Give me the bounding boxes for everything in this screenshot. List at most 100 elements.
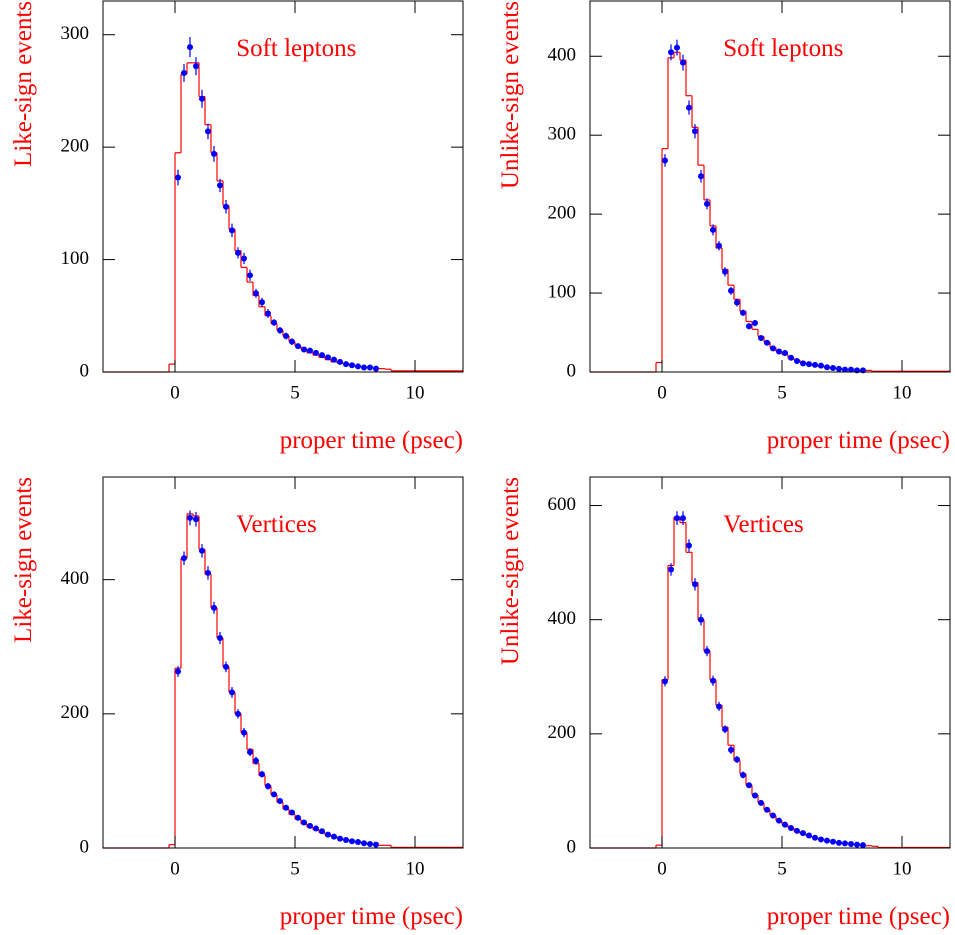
data-point <box>746 782 752 789</box>
y-tick-label: 200 <box>548 722 577 743</box>
data-point <box>217 182 223 189</box>
data-point <box>836 839 842 846</box>
data-point <box>830 365 836 372</box>
y-tick-label: 400 <box>548 608 577 629</box>
data-point <box>770 345 776 352</box>
data-point <box>331 356 337 363</box>
data-point <box>716 703 722 710</box>
x-tick-label: 5 <box>777 858 787 879</box>
data-point <box>794 357 800 364</box>
data-point <box>776 348 782 355</box>
data-point <box>307 347 313 354</box>
data-point <box>728 746 734 753</box>
data-point <box>235 249 241 256</box>
data-point <box>686 542 692 549</box>
data-point <box>361 840 367 847</box>
data-point <box>343 361 349 368</box>
data-point <box>722 268 728 275</box>
data-point <box>860 367 866 374</box>
data-point <box>199 95 205 102</box>
plot-frame <box>102 0 464 373</box>
x-tick-label: 5 <box>290 382 300 403</box>
data-point <box>818 836 824 843</box>
data-point <box>698 616 704 623</box>
data-point <box>842 366 848 373</box>
y-tick-label: 200 <box>61 136 90 157</box>
data-point <box>794 827 800 834</box>
panel: 0 5 10 0 200 400 Vertices proper time (psec) Lik… <box>10 476 464 930</box>
y-tick-label: 0 <box>567 360 577 381</box>
data-point <box>241 255 247 262</box>
data-point <box>265 310 271 317</box>
data-point <box>848 366 854 373</box>
data-point <box>223 663 229 670</box>
plot-frame <box>589 0 951 373</box>
data-point <box>860 842 866 849</box>
data-point <box>722 726 728 733</box>
data-point <box>752 792 758 799</box>
data-point <box>325 831 331 838</box>
data-point <box>349 362 355 369</box>
data-point <box>704 200 710 207</box>
y-tick-label: 600 <box>548 494 577 515</box>
data-point <box>806 361 812 368</box>
data-point <box>211 604 217 611</box>
data-point <box>229 227 235 234</box>
x-tick-label: 5 <box>290 858 300 879</box>
data-point <box>710 677 716 684</box>
data-point <box>187 514 193 521</box>
data-point <box>205 569 211 576</box>
y-axis-label: Like-sign events <box>10 477 37 643</box>
x-tick-label: 0 <box>657 858 667 879</box>
data-point <box>812 834 818 841</box>
data-point <box>854 841 860 848</box>
x-axis-label: proper time (psec) <box>280 427 463 454</box>
data-point <box>680 59 686 66</box>
data-point <box>692 128 698 135</box>
data-point <box>668 566 674 573</box>
data-point <box>836 365 842 372</box>
data-point <box>271 319 277 326</box>
data-point <box>854 367 860 374</box>
data-point <box>776 817 782 824</box>
data-point <box>800 360 806 367</box>
plot-frame <box>589 476 951 849</box>
data-point <box>331 833 337 840</box>
data-point <box>277 327 283 334</box>
data-point <box>686 104 692 111</box>
data-point <box>806 832 812 839</box>
data-point <box>337 358 343 365</box>
data-point <box>662 678 668 685</box>
data-point <box>247 749 253 756</box>
data-point <box>175 668 181 675</box>
data-point <box>746 323 752 330</box>
data-point <box>301 346 307 353</box>
data-point <box>325 354 331 361</box>
y-axis-label: Unlike-sign events <box>497 477 524 665</box>
data-point <box>289 809 295 816</box>
data-point <box>728 287 734 294</box>
data-point <box>758 799 764 806</box>
data-point <box>367 840 373 847</box>
x-tick-label: 10 <box>406 382 425 403</box>
data-point <box>734 299 740 306</box>
y-tick-label: 200 <box>61 702 90 723</box>
data-point <box>319 828 325 835</box>
data-point <box>848 841 854 848</box>
data-point <box>680 515 686 522</box>
data-point <box>265 783 271 790</box>
x-axis-label: proper time (psec) <box>280 903 463 930</box>
y-tick-label: 300 <box>61 23 90 44</box>
x-tick-label: 0 <box>657 382 667 403</box>
data-point <box>704 648 710 655</box>
data-point <box>253 290 259 297</box>
annotation: Soft leptons <box>236 35 356 62</box>
data-point <box>277 798 283 805</box>
data-point <box>668 49 674 56</box>
data-point <box>307 822 313 829</box>
data-point <box>295 814 301 821</box>
data-point <box>217 635 223 642</box>
data-point <box>740 771 746 778</box>
data-point <box>193 516 199 523</box>
